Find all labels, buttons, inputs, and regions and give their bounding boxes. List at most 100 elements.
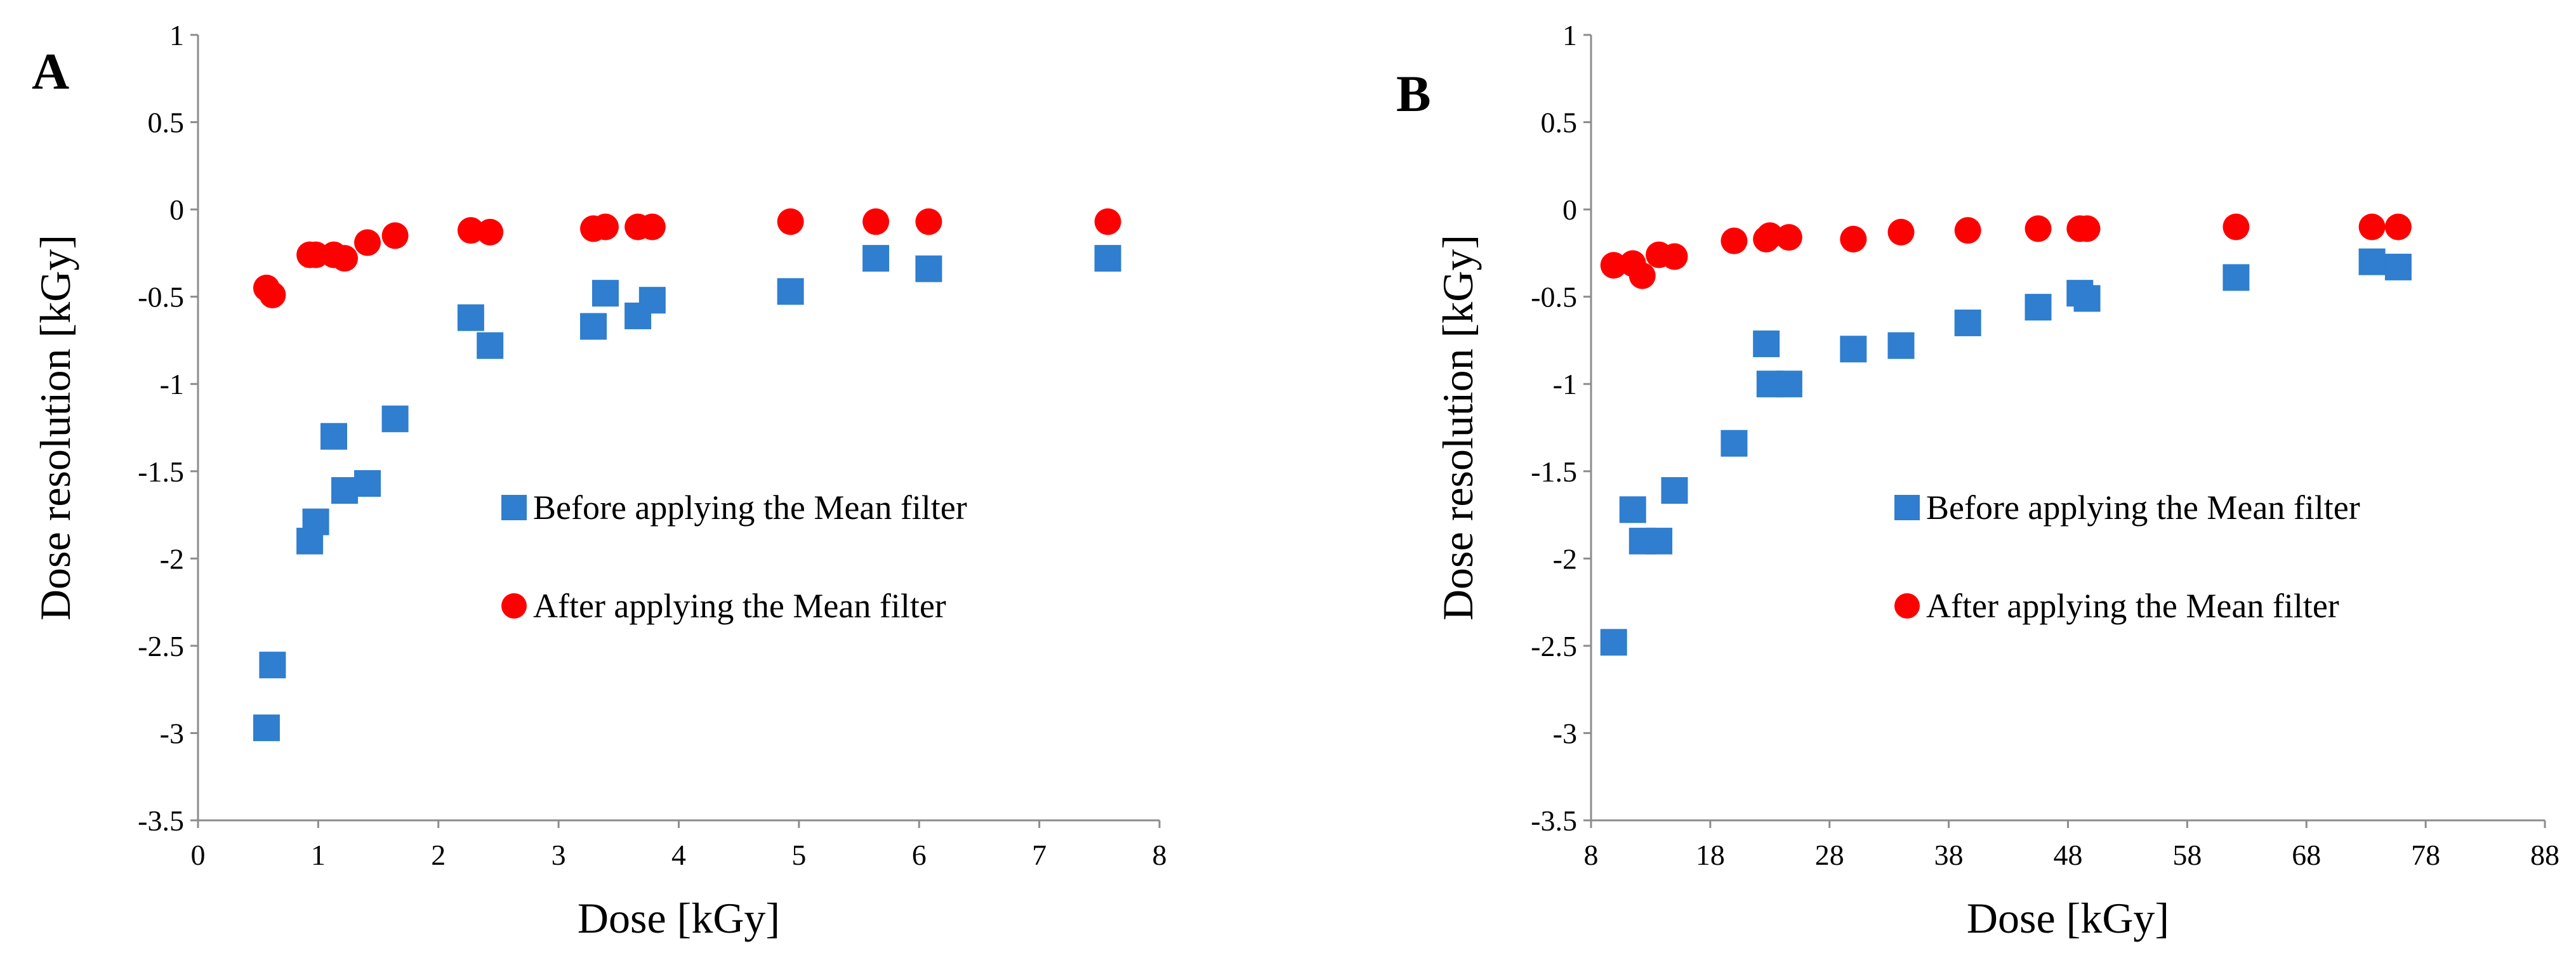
y-tick-label: 0.5 [1541, 107, 1578, 139]
data-point-after-filter [2073, 215, 2101, 242]
data-point-before-filter [1600, 629, 1627, 656]
data-point-before-filter [2358, 248, 2386, 275]
data-point-before-filter [2024, 294, 2052, 321]
data-point-before-filter [1661, 477, 1688, 504]
data-point-after-filter [1887, 218, 1915, 246]
x-tick-label: 4 [671, 839, 686, 871]
data-point-before-filter [2223, 264, 2250, 291]
data-point-after-filter [915, 208, 942, 235]
x-tick-label: 1 [311, 839, 326, 871]
panel-label: B [1396, 65, 1431, 122]
x-tick-label: 88 [2530, 839, 2559, 871]
data-point-after-filter [638, 213, 666, 240]
y-tick-label: -2.5 [138, 630, 184, 662]
x-tick-label: 48 [2054, 839, 2083, 871]
data-point-before-filter [253, 714, 280, 742]
y-tick-label: 1 [1562, 19, 1577, 51]
data-point-after-filter [2024, 215, 2052, 242]
legend-label: After applying the Mean filter [533, 587, 946, 625]
y-tick-label: 0 [1562, 194, 1577, 226]
series-before-filter [1600, 248, 2412, 656]
x-tick-label: 8 [1153, 839, 1167, 871]
legend-label: After applying the Mean filter [1926, 587, 2339, 625]
x-tick-label: 8 [1584, 839, 1599, 871]
data-point-after-filter [2358, 213, 2386, 240]
legend-marker-circle [501, 593, 527, 619]
y-tick-label: 1 [169, 19, 184, 51]
data-point-before-filter [331, 477, 359, 504]
y-tick-label: -3 [160, 717, 184, 749]
y-tick-label: -3 [1553, 717, 1577, 749]
legend-label: Before applying the Mean filter [533, 489, 967, 527]
data-point-before-filter [457, 304, 484, 331]
x-tick-label: 78 [2411, 839, 2440, 871]
data-point-after-filter [1954, 217, 1981, 244]
data-point-before-filter [2073, 285, 2101, 312]
legend-label: Before applying the Mean filter [1926, 489, 2360, 527]
legend-marker-square [501, 495, 527, 520]
data-point-before-filter [1887, 332, 1915, 359]
data-point-after-filter [1094, 208, 1121, 235]
y-tick-label: 0 [169, 194, 184, 226]
y-tick-label: -1 [160, 368, 184, 400]
data-point-after-filter [1840, 225, 1867, 253]
data-point-before-filter [591, 280, 619, 307]
y-tick-label: -1.5 [138, 456, 184, 488]
data-point-after-filter [1721, 227, 1748, 254]
data-point-after-filter [1661, 243, 1688, 270]
data-point-before-filter [477, 332, 504, 359]
y-tick-label: -0.5 [138, 281, 184, 313]
data-point-before-filter [638, 287, 666, 314]
x-tick-label: 68 [2292, 839, 2321, 871]
data-point-after-filter [457, 217, 484, 244]
x-tick-label: 58 [2172, 839, 2202, 871]
y-tick-label: -2 [1553, 542, 1577, 575]
x-tick-label: 18 [1696, 839, 1725, 871]
y-tick-label: 0.5 [148, 107, 185, 139]
y-tick-label: -3.5 [138, 804, 184, 837]
data-point-before-filter [1721, 430, 1748, 457]
series-before-filter [253, 245, 1121, 742]
legend-marker-circle [1894, 593, 1920, 619]
data-point-before-filter [1753, 330, 1780, 357]
data-point-after-filter [1628, 262, 1656, 289]
data-point-before-filter [259, 652, 286, 679]
y-tick-label: -2 [160, 542, 184, 575]
x-axis-title: Dose [kGy] [1967, 894, 2169, 942]
series-after-filter [253, 208, 1121, 308]
y-axis-title: Dose resolution [kGy] [1434, 235, 1482, 620]
x-tick-label: 5 [791, 839, 806, 871]
data-point-before-filter [1775, 371, 1802, 398]
data-point-before-filter [580, 313, 607, 340]
data-point-before-filter [1954, 309, 1981, 336]
data-point-before-filter [1619, 496, 1646, 523]
x-tick-label: 38 [1934, 839, 1964, 871]
data-point-after-filter [591, 213, 619, 240]
data-point-after-filter [259, 281, 286, 308]
data-point-after-filter [2223, 213, 2250, 240]
data-point-before-filter [302, 508, 329, 535]
data-point-before-filter [777, 278, 804, 305]
legend-marker-square [1894, 495, 1920, 520]
panel-b: B 1 0.5 0 -0.5 -1 -1.5 -2 -2.5 -3 -3.58 18 28 38 48 58 6… [1396, 19, 2559, 942]
x-axis-title: Dose [kGy] [578, 894, 780, 942]
data-point-after-filter [1775, 224, 1802, 251]
y-tick-label: -2.5 [1531, 630, 1577, 662]
legend: Before applying the Mean filter After app… [1894, 489, 2360, 625]
x-tick-label: 3 [552, 839, 566, 871]
y-axis-title: Dose resolution [kGy] [31, 235, 79, 620]
data-point-before-filter [354, 470, 381, 497]
data-point-before-filter [1646, 527, 1673, 555]
data-point-after-filter [331, 245, 359, 272]
x-tick-label: 28 [1815, 839, 1844, 871]
panel-label: A [32, 43, 69, 100]
x-tick-label: 6 [912, 839, 927, 871]
data-point-after-filter [1600, 252, 1627, 279]
legend: Before applying the Mean filter After app… [501, 489, 967, 625]
data-point-after-filter [381, 222, 409, 249]
y-tick-label: -3.5 [1531, 804, 1577, 837]
data-point-before-filter [862, 245, 890, 272]
data-point-before-filter [381, 405, 409, 433]
